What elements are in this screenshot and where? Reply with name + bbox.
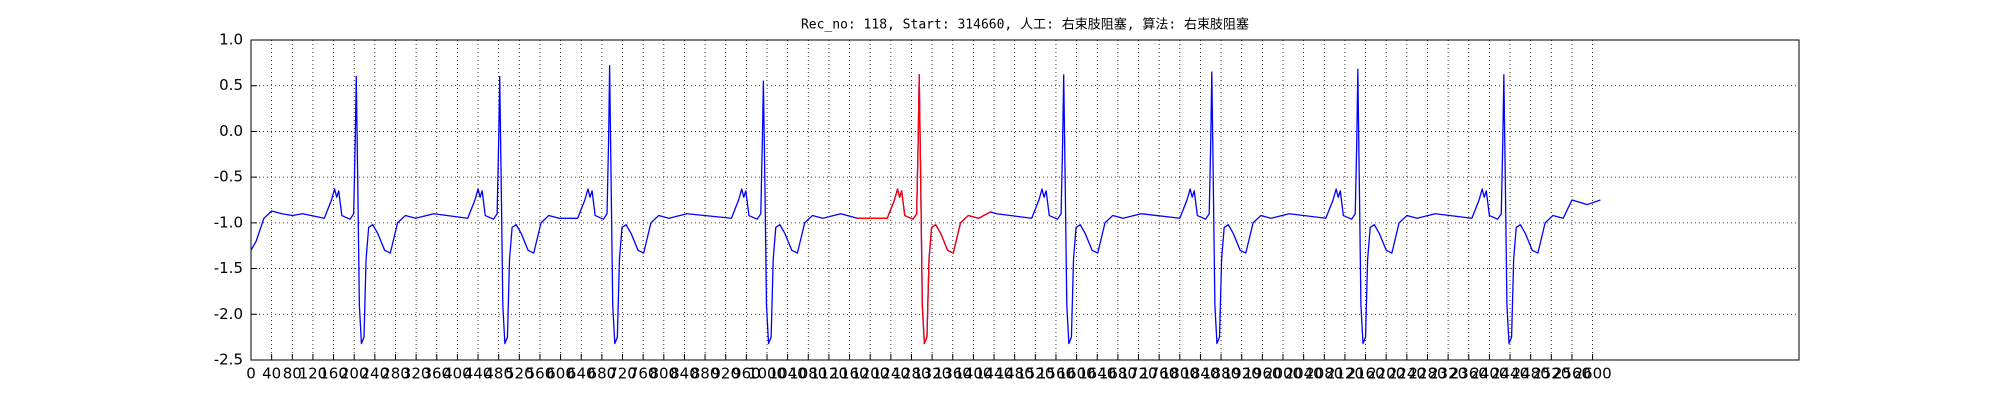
x-tick-label: 1360 bbox=[934, 365, 972, 383]
x-tick-label: 480 bbox=[484, 365, 513, 383]
x-tick-label: 2600 bbox=[1574, 365, 1612, 383]
y-tick-label: -2.5 bbox=[214, 351, 243, 369]
x-tick-label: 2120 bbox=[1326, 365, 1364, 383]
x-tick-label: 240 bbox=[361, 365, 390, 383]
x-tick-label: 1600 bbox=[1058, 365, 1096, 383]
x-tick-label: 120 bbox=[299, 365, 328, 383]
x-tick-label: 1840 bbox=[1181, 365, 1219, 383]
x-tick-label: 40 bbox=[262, 365, 281, 383]
x-tick-label: 720 bbox=[608, 365, 637, 383]
plot-frame bbox=[250, 39, 1800, 361]
x-tick-label: 2280 bbox=[1408, 365, 1446, 383]
x-tick-label: 440 bbox=[464, 365, 493, 383]
x-tick-label: 1800 bbox=[1161, 365, 1199, 383]
x-tick-label: 2360 bbox=[1450, 365, 1488, 383]
x-tick-label: 2520 bbox=[1532, 365, 1570, 383]
x-tick-label: 760 bbox=[629, 365, 658, 383]
x-tick-label: 280 bbox=[381, 365, 410, 383]
x-tick-label: 1240 bbox=[872, 365, 910, 383]
x-tick-label: 1680 bbox=[1099, 365, 1137, 383]
x-tick-label: 640 bbox=[567, 365, 596, 383]
chart-title: Rec_no: 118, Start: 314660, 人工: 右束肢阻塞, 算… bbox=[801, 17, 1249, 33]
x-tick-label: 1480 bbox=[996, 365, 1034, 383]
y-tick-label: 1.0 bbox=[219, 31, 243, 49]
y-tick-label: -1.5 bbox=[214, 259, 243, 277]
x-tick-label: 1120 bbox=[810, 365, 848, 383]
x-tick-label: 1920 bbox=[1223, 365, 1261, 383]
y-tick-label: 0.5 bbox=[219, 76, 243, 94]
x-tick-label: 880 bbox=[691, 365, 720, 383]
x-tick-label: 680 bbox=[588, 365, 617, 383]
x-tick-label: 2000 bbox=[1264, 365, 1302, 383]
x-tick-label: 360 bbox=[422, 365, 451, 383]
x-tick-label: 1040 bbox=[769, 365, 807, 383]
x-tick-label: 200 bbox=[340, 365, 369, 383]
x-tick-label: 1160 bbox=[830, 365, 868, 383]
x-tick-label: 2160 bbox=[1346, 365, 1384, 383]
x-tick-label: 960 bbox=[732, 365, 761, 383]
x-tick-label: 1520 bbox=[1016, 365, 1054, 383]
y-tick-label: 0.0 bbox=[219, 122, 243, 140]
x-tick-label: 80 bbox=[283, 365, 302, 383]
x-tick-label: 1280 bbox=[892, 365, 930, 383]
x-tick-label: 1320 bbox=[913, 365, 951, 383]
x-tick-label: 2400 bbox=[1470, 365, 1508, 383]
signal-line bbox=[857, 74, 991, 345]
x-tick-label: 600 bbox=[546, 365, 575, 383]
x-tick-label: 400 bbox=[443, 365, 472, 383]
x-tick-label: 520 bbox=[505, 365, 534, 383]
y-tick-label: -0.5 bbox=[214, 168, 243, 186]
x-tick-label: 1400 bbox=[954, 365, 992, 383]
x-tick-label: 2560 bbox=[1553, 365, 1591, 383]
x-tick-label: 2240 bbox=[1388, 365, 1426, 383]
x-tick-label: 1440 bbox=[975, 365, 1013, 383]
x-tick-label: 2440 bbox=[1491, 365, 1529, 383]
x-tick-label: 560 bbox=[526, 365, 555, 383]
x-tick-label: 1720 bbox=[1119, 365, 1157, 383]
x-tick-label: 2040 bbox=[1285, 365, 1323, 383]
x-tick-label: 2320 bbox=[1429, 365, 1467, 383]
x-tick-label: 320 bbox=[402, 365, 431, 383]
x-tick-label: 160 bbox=[319, 365, 348, 383]
x-tick-label: 1760 bbox=[1140, 365, 1178, 383]
x-tick-label: 840 bbox=[670, 365, 699, 383]
x-tick-label: 1080 bbox=[789, 365, 827, 383]
x-tick-label: 2080 bbox=[1305, 365, 1343, 383]
x-tick-label: 800 bbox=[649, 365, 678, 383]
y-tick-label: -1.0 bbox=[214, 213, 243, 231]
x-tick-label: 1960 bbox=[1243, 365, 1281, 383]
x-tick-label: 1880 bbox=[1202, 365, 1240, 383]
signal-line bbox=[250, 64, 1601, 345]
x-tick-label: 2480 bbox=[1512, 365, 1550, 383]
x-tick-label: 920 bbox=[711, 365, 740, 383]
y-tick-label: -2.0 bbox=[214, 305, 243, 323]
x-tick-label: 0 bbox=[246, 365, 256, 383]
x-tick-label: 1560 bbox=[1037, 365, 1075, 383]
x-tick-label: 1000 bbox=[748, 365, 786, 383]
x-tick-label: 2200 bbox=[1367, 365, 1405, 383]
x-tick-label: 1200 bbox=[851, 365, 889, 383]
x-tick-label: 1640 bbox=[1078, 365, 1116, 383]
